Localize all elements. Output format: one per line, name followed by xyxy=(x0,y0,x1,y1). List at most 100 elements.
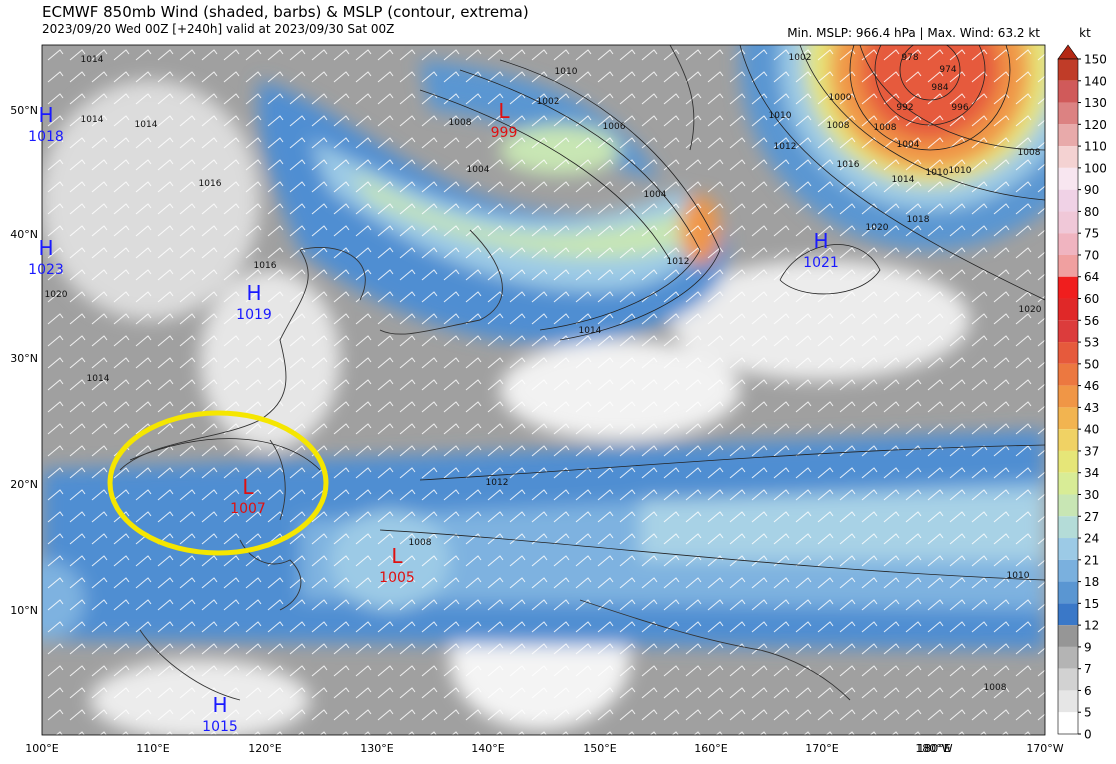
center-pressure: 1021 xyxy=(803,255,839,271)
colorbar-label: 24 xyxy=(1084,532,1099,546)
contour-label: 1016 xyxy=(837,160,860,170)
lat-label: 50°N xyxy=(10,104,38,117)
colorbar-bin xyxy=(1058,559,1078,582)
center-symbol: H xyxy=(38,103,53,127)
colorbar-label: 6 xyxy=(1084,684,1092,698)
lon-label: 180°E xyxy=(917,742,950,755)
colorbar-bin xyxy=(1058,276,1078,299)
lon-label: 180°W xyxy=(915,742,952,755)
colorbar-label: 80 xyxy=(1084,205,1099,219)
contour-label: 1014 xyxy=(135,120,158,130)
colorbar-bin xyxy=(1058,690,1078,713)
colorbar-label: 120 xyxy=(1084,118,1107,132)
lon-label: 110°E xyxy=(136,742,169,755)
contour-label: 1014 xyxy=(81,55,104,65)
contour-label: 984 xyxy=(931,83,948,93)
colorbar-label: 37 xyxy=(1084,444,1099,458)
lat-label: 30°N xyxy=(10,352,38,365)
center-symbol: L xyxy=(498,99,510,123)
colorbar-bin xyxy=(1058,167,1078,190)
colorbar-label: 15 xyxy=(1084,597,1099,611)
isobars xyxy=(129,45,1045,581)
colorbar-bin xyxy=(1058,625,1078,647)
lat-label: 40°N xyxy=(10,228,38,241)
coastlines xyxy=(119,45,851,701)
contour-label: 1002 xyxy=(789,53,812,63)
colorbar-bin xyxy=(1058,494,1078,517)
center-pressure: 1015 xyxy=(202,719,238,735)
colorbar-bin xyxy=(1058,59,1078,81)
contour-label: 978 xyxy=(901,53,918,63)
colorbar-label: 43 xyxy=(1084,401,1099,415)
colorbar-label: 75 xyxy=(1084,227,1099,241)
colorbar-arrow xyxy=(1057,44,1079,60)
colorbar-label: 0 xyxy=(1084,728,1092,742)
contour-label: 1010 xyxy=(555,67,578,77)
lon-label: 160°E xyxy=(694,742,727,755)
contour-label: 1010 xyxy=(949,166,972,176)
colorbar-bin xyxy=(1058,233,1078,255)
colorbar-bin xyxy=(1058,189,1078,212)
colorbar-bin xyxy=(1058,146,1078,168)
contour-label: 1012 xyxy=(774,142,797,152)
center-symbol: H xyxy=(212,693,227,717)
lat-label: 20°N xyxy=(10,478,38,491)
contour-label: 1008 xyxy=(449,118,472,128)
colorbar-label: 130 xyxy=(1084,96,1107,110)
colorbar-bin xyxy=(1058,211,1078,234)
colorbar-label: 9 xyxy=(1084,640,1092,654)
contour-label: 1020 xyxy=(866,223,889,233)
contour-label: 1004 xyxy=(644,190,667,200)
colorbar-label: 7 xyxy=(1084,662,1092,676)
contour-label: 1010 xyxy=(769,111,792,121)
colorbar-bin xyxy=(1058,385,1078,408)
colorbar-bin xyxy=(1058,124,1078,147)
colorbar-bin xyxy=(1058,342,1078,364)
center-symbol: H xyxy=(813,229,828,253)
contour-label: 1008 xyxy=(874,123,897,133)
contour-label: 1016 xyxy=(254,261,277,271)
stats: Min. MSLP: 966.4 hPa | Max. Wind: 63.2 k… xyxy=(787,26,1040,40)
contour-label: 1014 xyxy=(81,115,104,125)
colorbar-label: 50 xyxy=(1084,357,1099,371)
colorbar-label: 40 xyxy=(1084,423,1099,437)
colorbar-bin xyxy=(1058,102,1078,125)
contour-label: 1014 xyxy=(892,175,915,185)
center-pressure: 1007 xyxy=(230,501,266,517)
center-pressure: 1018 xyxy=(28,129,64,145)
colorbar-bin xyxy=(1058,407,1078,430)
contour-label: 1012 xyxy=(667,257,690,267)
colorbar-label: 90 xyxy=(1084,183,1099,197)
contour-label: 974 xyxy=(939,65,956,75)
colorbar-label: 110 xyxy=(1084,140,1107,154)
contour-label: 1010 xyxy=(1007,571,1030,581)
contour-label: 1018 xyxy=(907,215,930,225)
colorbar-bin xyxy=(1058,298,1078,321)
colorbar-label: 56 xyxy=(1084,314,1099,328)
subtitle: 2023/09/20 Wed 00Z [+240h] valid at 2023… xyxy=(42,22,394,36)
map-labels: 100°E 110°E 120°E 130°E 140°E 150°E 160°E 170°E… xyxy=(10,53,1064,755)
center-pressure: 999 xyxy=(491,125,518,141)
colorbar-label: 5 xyxy=(1084,706,1092,720)
contour-label: 1014 xyxy=(579,326,602,336)
colorbar-unit: kt xyxy=(1079,26,1091,40)
contour-label: 1000 xyxy=(829,93,852,103)
colorbar-bin xyxy=(1058,429,1078,451)
colorbar-bin xyxy=(1058,516,1078,539)
lon-label: 100°E xyxy=(25,742,58,755)
center-symbol: H xyxy=(38,236,53,260)
center-pressure: 1005 xyxy=(379,570,415,586)
colorbar-bin xyxy=(1058,80,1078,103)
colorbar-label: 100 xyxy=(1084,161,1107,175)
center-pressure: 1023 xyxy=(28,262,64,278)
contour-label: 1008 xyxy=(409,538,432,548)
colorbar-label: 46 xyxy=(1084,379,1099,393)
contour-label: 1008 xyxy=(984,683,1007,693)
colorbar-label: 64 xyxy=(1084,270,1099,284)
contour-label: 1006 xyxy=(603,122,626,132)
colorbar-label: 18 xyxy=(1084,575,1099,589)
colorbar-bin xyxy=(1058,646,1078,669)
colorbar-bin xyxy=(1058,472,1078,495)
contour-label: 1004 xyxy=(467,165,490,175)
